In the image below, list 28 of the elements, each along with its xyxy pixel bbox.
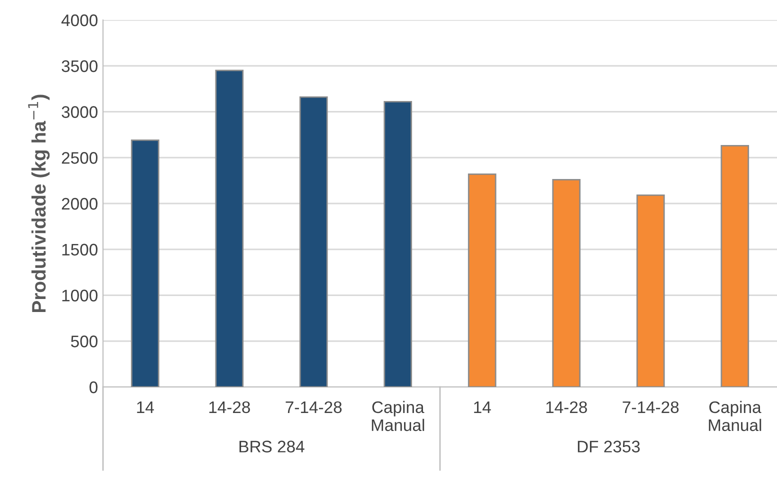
x-tick-label: 14 [137, 402, 154, 413]
x-tick-label: 7-14-28 [622, 401, 679, 414]
y-tick-label: 1500 [62, 244, 98, 256]
bar [552, 178, 581, 387]
bar [384, 100, 412, 387]
x-tick-label: 14 [474, 402, 491, 413]
bar [130, 139, 160, 387]
bar [720, 145, 750, 387]
text: BRS 284 [240, 440, 304, 452]
y-tick-label: 3500 [62, 60, 98, 72]
bar [299, 96, 328, 387]
y-tick-label: 4000 [61, 14, 98, 26]
bar [468, 173, 496, 387]
y-tick-label: 0 [90, 381, 98, 394]
x-tick-label: 14-28 [209, 401, 250, 414]
x-tick-label: Capina Manual [708, 400, 762, 432]
x-tick-label: Capina Manual [372, 400, 424, 432]
y-tick-label: 3000 [62, 106, 98, 118]
y-tick-label: 2000 [62, 198, 98, 210]
y-axis-title: Produtividade (kg ha$^{−1}$) [28, 94, 50, 312]
y-tick-label: 1000 [62, 290, 98, 302]
bar [215, 70, 244, 387]
bar [636, 194, 665, 387]
text: DF 2353 [578, 440, 640, 452]
x-tick-label: 14-28 [546, 401, 587, 414]
y-tick-label: 2500 [62, 152, 98, 164]
x-tick-label: 7-14-28 [286, 401, 342, 414]
y-tick-label: 500 [71, 336, 98, 348]
